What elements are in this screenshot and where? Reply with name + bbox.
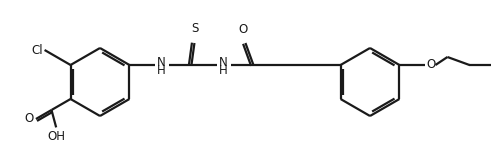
Text: N: N [156,57,165,70]
Text: O: O [25,112,34,125]
Text: O: O [239,23,248,36]
Text: H: H [218,64,227,76]
Text: Cl: Cl [31,43,43,57]
Text: S: S [191,22,198,35]
Text: O: O [427,58,436,72]
Text: H: H [156,64,165,76]
Text: OH: OH [47,130,65,143]
Text: N: N [218,57,227,70]
